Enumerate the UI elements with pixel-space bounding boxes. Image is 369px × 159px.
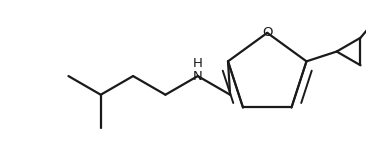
Text: H: H (193, 57, 203, 70)
Text: N: N (193, 69, 203, 83)
Text: O: O (262, 26, 272, 39)
